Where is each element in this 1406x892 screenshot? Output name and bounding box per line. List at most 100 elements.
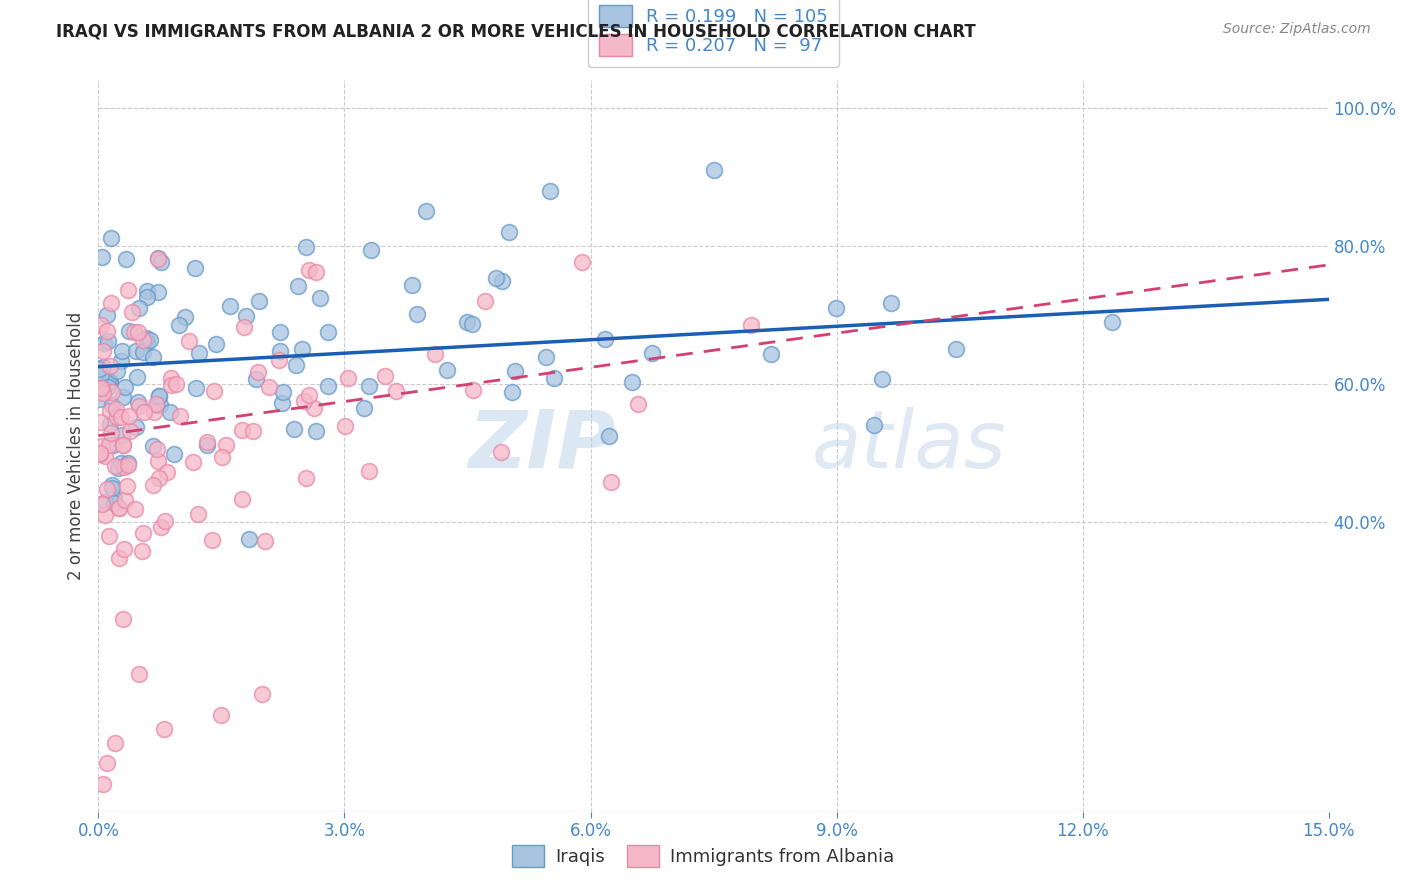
Point — [485, 271, 508, 285]
Point — [287, 279, 309, 293]
Point — [100, 425, 122, 440]
Point — [292, 394, 315, 409]
Point — [148, 252, 170, 266]
Point — [128, 301, 150, 316]
Point — [179, 334, 201, 349]
Point — [295, 471, 318, 485]
Point — [337, 370, 360, 384]
Point — [118, 409, 141, 423]
Point — [302, 401, 325, 416]
Point — [94, 494, 117, 508]
Point — [91, 251, 114, 265]
Point — [247, 294, 270, 309]
Point — [108, 500, 131, 515]
Point — [641, 345, 664, 359]
Point — [98, 403, 121, 417]
Point — [96, 308, 118, 322]
Point — [94, 508, 117, 523]
Point — [283, 422, 305, 436]
Point — [111, 343, 134, 358]
Point — [110, 353, 132, 368]
Point — [188, 346, 211, 360]
Point — [135, 331, 157, 345]
Point — [599, 475, 621, 489]
Point — [96, 756, 118, 771]
Y-axis label: 2 or more Vehicles in Household: 2 or more Vehicles in Household — [66, 312, 84, 580]
Point — [143, 405, 166, 419]
Point — [238, 532, 260, 546]
Point — [825, 301, 848, 316]
Point — [231, 492, 253, 507]
Point — [150, 520, 173, 534]
Point — [114, 492, 136, 507]
Text: IRAQI VS IMMIGRANTS FROM ALBANIA 2 OR MORE VEHICLES IN HOUSEHOLD CORRELATION CHA: IRAQI VS IMMIGRANTS FROM ALBANIA 2 OR MO… — [56, 22, 976, 40]
Point — [543, 371, 565, 385]
Point — [253, 533, 276, 548]
Point — [89, 415, 111, 429]
Point — [219, 300, 242, 314]
Point — [593, 332, 616, 346]
Point — [146, 398, 169, 412]
Point — [107, 460, 129, 475]
Point — [128, 399, 150, 413]
Point — [131, 544, 153, 558]
Point — [97, 375, 120, 389]
Point — [295, 240, 318, 254]
Point — [118, 425, 141, 439]
Point — [863, 418, 886, 433]
Point — [108, 550, 131, 565]
Point — [101, 438, 124, 452]
Point — [93, 336, 115, 351]
Point — [114, 541, 136, 556]
Point — [104, 736, 127, 750]
Point — [308, 291, 330, 305]
Point — [304, 424, 326, 438]
Point — [108, 501, 131, 516]
Point — [153, 722, 176, 736]
Point — [114, 379, 136, 393]
Point — [112, 459, 135, 474]
Point — [90, 497, 112, 511]
Point — [103, 491, 125, 505]
Point — [153, 514, 176, 528]
Point — [316, 325, 339, 339]
Point — [149, 398, 172, 412]
Point — [159, 378, 181, 392]
Point — [142, 351, 165, 365]
Point — [142, 439, 165, 453]
Point — [94, 449, 117, 463]
Point — [118, 324, 141, 338]
Point — [498, 225, 520, 239]
Point — [534, 351, 557, 365]
Point — [91, 777, 114, 791]
Point — [111, 438, 134, 452]
Point — [111, 428, 134, 442]
Point — [195, 435, 218, 450]
Point — [110, 410, 132, 425]
Legend: Iraqis, Immigrants from Albania: Iraqis, Immigrants from Albania — [505, 838, 901, 874]
Point — [136, 335, 159, 350]
Point — [232, 319, 254, 334]
Point — [97, 438, 120, 452]
Point — [620, 375, 643, 389]
Point — [148, 389, 170, 403]
Point — [463, 383, 485, 397]
Point — [148, 471, 170, 485]
Point — [91, 344, 114, 359]
Point — [132, 334, 155, 348]
Point — [98, 359, 121, 373]
Point — [359, 379, 381, 393]
Point — [135, 284, 157, 298]
Point — [91, 386, 114, 401]
Point — [284, 359, 307, 373]
Point — [406, 307, 429, 321]
Point — [117, 458, 139, 473]
Point — [90, 381, 112, 395]
Point — [132, 525, 155, 540]
Point — [211, 708, 233, 723]
Point — [187, 508, 209, 522]
Point — [181, 454, 204, 468]
Point — [163, 447, 186, 461]
Point — [146, 454, 169, 468]
Point — [298, 263, 321, 277]
